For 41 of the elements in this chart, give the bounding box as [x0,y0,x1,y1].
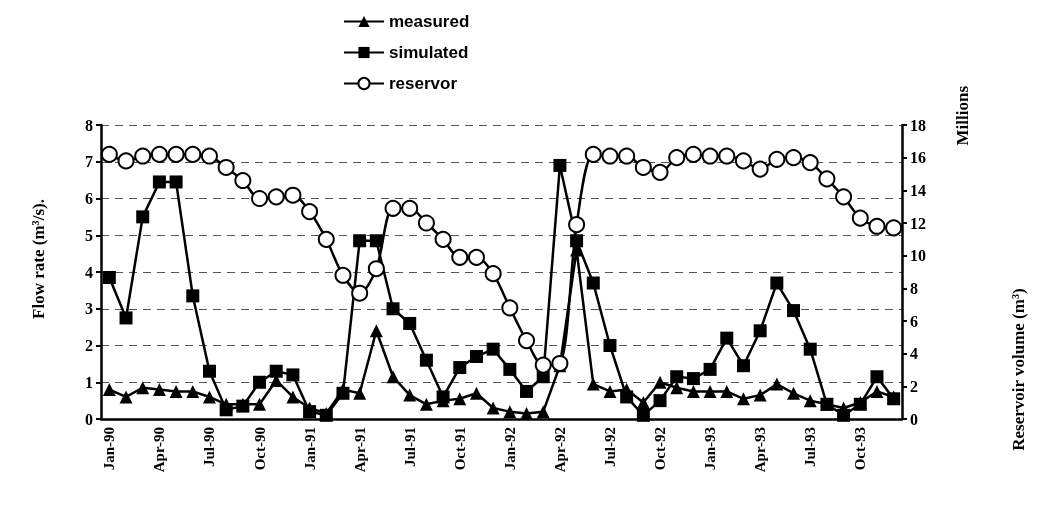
x-tick-label: Oct-91 [451,427,468,471]
y2-tick-label: 10 [910,247,926,265]
y2-tick-label: 6 [910,312,918,330]
x-tick-label: Jan-92 [501,427,518,471]
x-tick-label: Apr-91 [351,427,368,473]
x-tick-label: Oct-90 [251,427,268,471]
legend-label: measured [389,12,470,31]
legend-label: reservor [389,74,458,93]
x-tick-label: Jan-90 [101,427,118,471]
x-tick-label: Apr-92 [551,427,568,473]
x-tick-label: Jul-92 [601,427,618,468]
y-tick-label: 2 [85,337,93,354]
y2-tick-label: 14 [910,181,926,199]
y-tick-label: 5 [85,226,93,244]
y-tick-label: 3 [85,300,93,318]
x-tick-label: Jan-93 [702,427,719,471]
y2-tick-label: 4 [910,345,918,363]
y-tick-label: 4 [85,263,93,281]
text: Millions [953,85,972,146]
x-tick-label: Jul-90 [201,427,218,468]
y2-tick-label: 8 [910,279,918,297]
x-tick-label: Apr-90 [151,427,168,473]
y-tick-label: 8 [85,116,93,134]
x-tick-label: Jul-93 [802,427,819,468]
y-tick-label: 1 [85,373,93,391]
y2-tick-label: 12 [910,214,926,232]
x-tick-label: Jan-91 [301,427,318,471]
y-tick-label: 6 [85,190,93,207]
x-tick-label: Apr-93 [752,427,769,473]
y2-tick-label: 16 [910,149,926,167]
y-tick-label: 0 [85,410,93,428]
y2-tick-label: 0 [910,410,918,428]
x-tick-label: Oct-92 [652,427,669,471]
y2-tick-label: 2 [910,377,918,395]
x-tick-label: Jul-91 [401,427,418,468]
y2-tick-label: 18 [910,116,926,134]
legend-label: simulated [389,43,469,62]
x-tick-label: Oct-93 [852,427,869,471]
y2-axis-title: Reservoir volume (m³) [1009,288,1028,451]
y-axis-title: Flow rate (m³/s). [29,199,48,319]
y-tick-label: 7 [85,153,93,171]
